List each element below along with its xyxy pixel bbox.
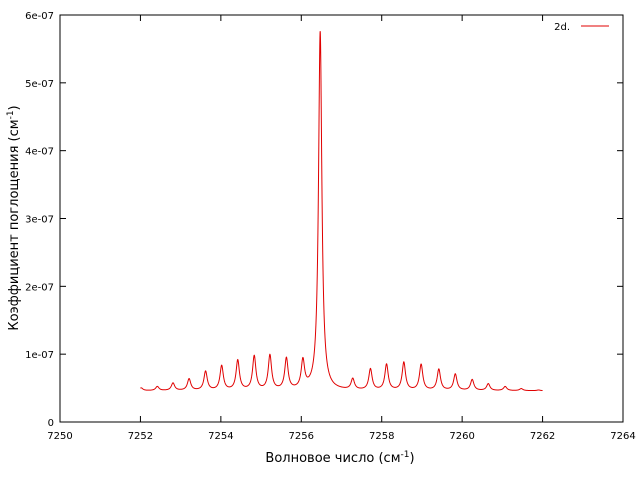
legend: 2d.	[554, 22, 609, 33]
x-tick-label: 7256	[289, 431, 314, 442]
x-tick-label: 7250	[47, 431, 72, 442]
y-axis-label: Коэффициент поглощения (см-1)	[6, 105, 22, 330]
x-axis-label: Волновое число (см-1)	[265, 450, 414, 466]
y-tick-label: 0	[48, 418, 54, 429]
y-tick-label: 3e-07	[25, 215, 54, 226]
x-tick-label: 7258	[369, 431, 394, 442]
y-axis-ticks: 0 1e-07 2e-07 3e-07 4e-07 5e-07 6e-07	[25, 11, 623, 429]
series-line-2d	[140, 31, 543, 392]
plot-frame	[59, 14, 624, 423]
x-axis-ticks: 7250 7252 7254 7256 7258 7260 7262 7264	[47, 15, 636, 442]
x-tick-label: 7254	[208, 431, 233, 442]
y-tick-label: 4e-07	[25, 147, 54, 158]
y-tick-label: 6e-07	[25, 11, 54, 22]
x-tick-label: 7260	[449, 431, 474, 442]
x-tick-label: 7262	[530, 431, 555, 442]
legend-label: 2d.	[554, 22, 570, 33]
y-tick-label: 5e-07	[25, 79, 54, 90]
y-tick-label: 1e-07	[25, 350, 54, 361]
x-tick-label: 7252	[128, 431, 153, 442]
y-tick-label: 2e-07	[25, 282, 54, 293]
x-tick-label: 7264	[610, 431, 635, 442]
